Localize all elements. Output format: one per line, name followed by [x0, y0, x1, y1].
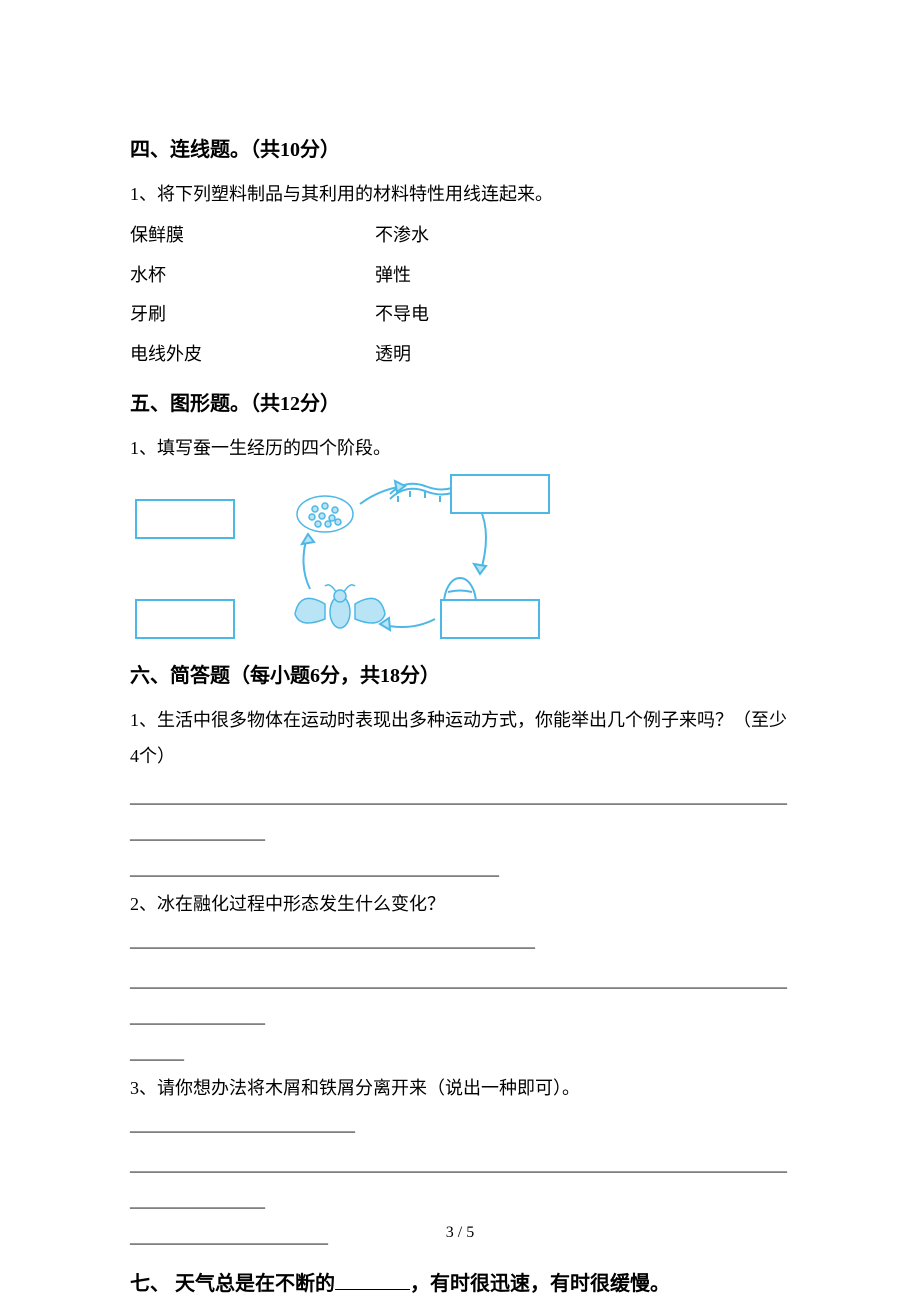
- section-5-title: 五、图形题。（共12分）: [130, 386, 790, 422]
- page-footer: 3 / 5: [0, 1224, 920, 1242]
- section-4-q1-prompt: 1、将下列塑料制品与其利用的材料特性用线连起来。: [130, 176, 790, 212]
- section-7-prefix: 七、 天气总是在不断的: [130, 1273, 335, 1295]
- matching-left-2: 牙刷: [130, 295, 375, 335]
- matching-left-0: 保鲜膜: [130, 216, 375, 256]
- q2-answer-line-2[interactable]: ______: [130, 1034, 790, 1070]
- matching-right-1: 弹性: [375, 256, 790, 296]
- section-7-blank[interactable]: [335, 1289, 410, 1290]
- section-6-q1: 1、生活中很多物体在运动时表现出多种运动方式，你能举出几个例子来吗？（至少4个）: [130, 702, 790, 774]
- diagram-box-0[interactable]: [135, 499, 235, 539]
- matching-row-3: 电线外皮 透明: [130, 335, 790, 375]
- diagram-box-2[interactable]: [135, 599, 235, 639]
- section-7-text: 七、 天气总是在不断的 ，有时很迅速，有时很缓慢。: [130, 1266, 790, 1302]
- q2-answer-line-1[interactable]: ________________________________________…: [130, 962, 790, 1034]
- diagram-box-3[interactable]: [440, 599, 540, 639]
- section-6-q3: 3、请你想办法将木屑和铁屑分离开来（说出一种即可）。______________…: [130, 1070, 790, 1142]
- matching-row-0: 保鲜膜 不渗水: [130, 216, 790, 256]
- matching-right-3: 透明: [375, 335, 790, 375]
- matching-left-1: 水杯: [130, 256, 375, 296]
- q1-answer-line-2[interactable]: ________________________________________…: [130, 850, 790, 886]
- q1-answer-line-1[interactable]: ________________________________________…: [130, 778, 790, 850]
- diagram-box-1[interactable]: [450, 474, 550, 514]
- matching-row-2: 牙刷 不导电: [130, 295, 790, 335]
- section-4-title: 四、连线题。（共10分）: [130, 132, 790, 168]
- q3-answer-line-1[interactable]: ________________________________________…: [130, 1146, 790, 1218]
- silkworm-lifecycle-diagram: [130, 474, 550, 644]
- matching-row-1: 水杯 弹性: [130, 256, 790, 296]
- matching-right-0: 不渗水: [375, 216, 790, 256]
- section-7-suffix: ，有时很迅速，有时很缓慢。: [410, 1273, 670, 1295]
- matching-left-3: 电线外皮: [130, 335, 375, 375]
- matching-right-2: 不导电: [375, 295, 790, 335]
- section-6-title: 六、简答题（每小题6分，共18分）: [130, 658, 790, 694]
- section-6-q2: 2、冰在融化过程中形态发生什么变化？______________________…: [130, 886, 790, 958]
- section-5-q1-prompt: 1、填写蚕一生经历的四个阶段。: [130, 430, 790, 466]
